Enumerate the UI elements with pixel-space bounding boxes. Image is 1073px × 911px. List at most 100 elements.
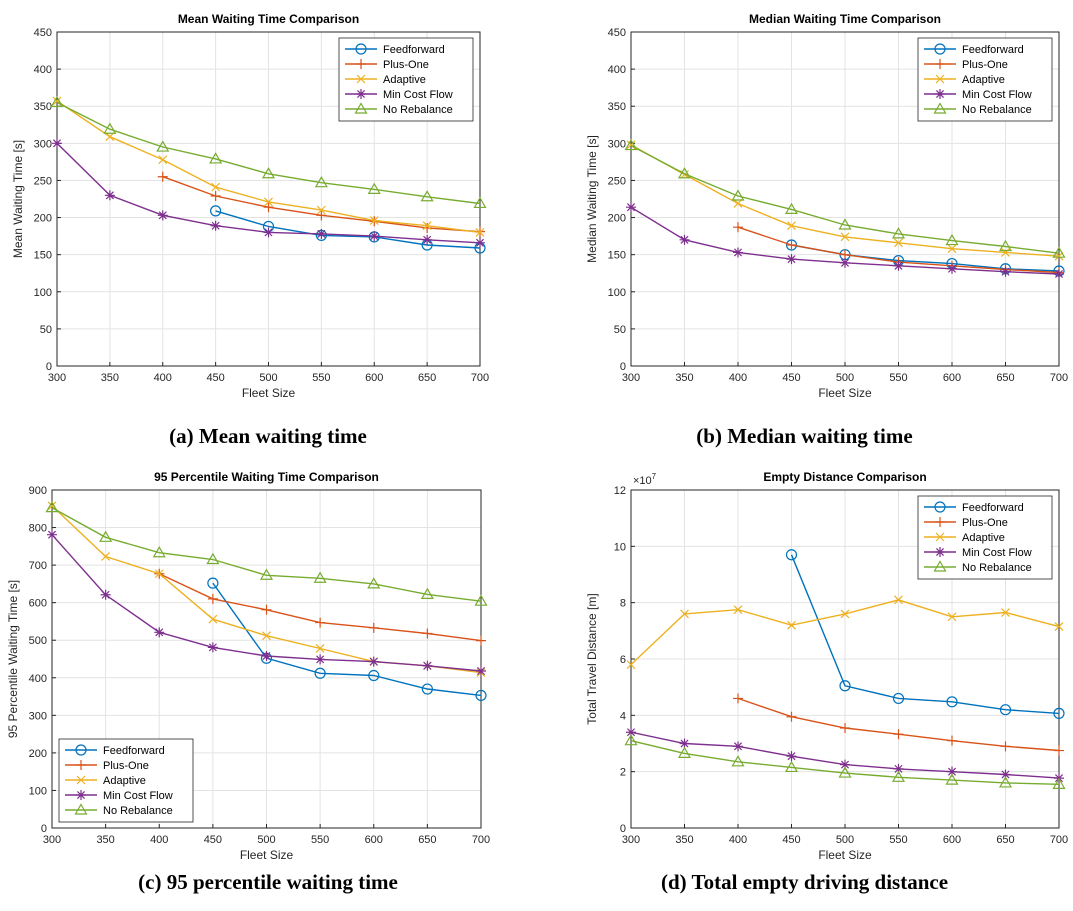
point-no-rebalance-650 [998,776,1013,788]
legend-marker [356,74,366,84]
x-tick-label: 450 [782,834,800,846]
point-min-cost-flow-400 [733,247,743,258]
y-tick-label: 8 [620,598,626,610]
legend-marker [355,43,367,55]
point-plus-one-700 [1054,745,1064,756]
legend-label: Feedforward [383,44,445,56]
y-tick-label: 600 [29,598,47,610]
legend: Feedforward Plus-One Adaptive Min Cost Flow… [338,37,474,122]
series-no-rebalance [50,95,487,209]
y-tick-label: 900 [29,485,47,497]
point-feedforward-600 [368,669,380,682]
x-tick-label: 650 [996,372,1014,384]
legend-label: Adaptive [962,74,1005,86]
point-no-rebalance-350 [677,167,692,179]
point-no-rebalance-700 [1052,777,1066,789]
chart-title: 95 Percentile Waiting Time Comparison [154,470,379,484]
x-tick-label: 350 [675,834,693,846]
x-tick-label: 600 [365,372,383,384]
legend-marker [933,560,947,572]
y-tick-label: 800 [29,523,47,535]
point-feedforward-650 [999,704,1012,716]
point-no-rebalance-600 [945,233,959,246]
point-no-rebalance-300 [624,138,638,151]
legend-marker [75,744,87,756]
point-min-cost-flow-700 [1054,268,1064,279]
x-tick-label: 550 [312,372,330,384]
point-adaptive-700 [475,227,485,237]
x-tick-label: 300 [43,834,61,846]
y-tick-label: 400 [608,64,626,76]
series-line-no-rebalance [630,144,1060,254]
point-min-cost-flow-700 [475,237,485,248]
chart-b: 300 350 400 450 500 550 600 650 700 0 50 100 150 200 2… [585,12,1068,400]
y-tick-label: 0 [41,823,47,835]
legend-marker [935,89,945,99]
point-plus-one-500 [263,202,274,213]
x-tick-label: 450 [782,372,800,384]
legend-item-no-rebalance: No Rebalance [345,102,453,116]
x-tick-label: 600 [365,834,383,846]
x-tick-label: 650 [996,834,1014,846]
x-tick-label: 700 [1050,834,1068,846]
legend-item-plus-one: Plus-One [924,517,1008,529]
point-feedforward-700 [1053,707,1065,719]
legend-label: Adaptive [103,775,146,787]
chart-title: Median Waiting Time Comparison [749,12,941,26]
legend-item-no-rebalance: No Rebalance [924,560,1032,574]
point-feedforward-650 [421,683,433,695]
point-plus-one-650 [422,222,433,233]
point-min-cost-flow-450 [786,254,797,265]
point-plus-one-450 [210,191,221,202]
point-adaptive-500 [840,232,850,242]
chart-title: Empty Distance Comparison [763,470,926,484]
legend-label: No Rebalance [962,562,1032,574]
legend-marker [356,89,366,99]
x-tick-label: 400 [729,834,747,846]
point-adaptive-400 [733,199,743,208]
point-no-rebalance-550 [891,770,906,782]
y-tick-label: 700 [29,560,47,572]
point-min-cost-flow-650 [1000,266,1011,277]
series-line-feedforward [215,210,481,249]
point-adaptive-450 [208,614,218,624]
point-adaptive-500 [264,197,273,207]
legend: Feedforward Plus-One Adaptive Min Cost Flow… [917,495,1053,580]
x-tick-label: 700 [471,372,489,384]
legend-item-adaptive: Adaptive [924,532,1005,544]
x-tick-label: 500 [259,372,277,384]
point-adaptive-600 [947,612,957,622]
series-min-cost-flow [47,529,486,677]
series-line-no-rebalance [51,507,482,602]
point-min-cost-flow-350 [679,234,690,245]
y-tick-label: 200 [34,213,52,225]
legend-label: No Rebalance [383,104,453,116]
legend-label: Plus-One [962,517,1008,529]
legend-marker [935,517,945,527]
point-adaptive-400 [158,155,168,165]
legend-label: Feedforward [962,502,1024,514]
x-axis-label: Fleet Size [242,386,296,400]
series-line-no-rebalance [56,101,481,205]
point-no-rebalance-400 [731,755,745,767]
x-tick-label: 500 [836,834,854,846]
y-axis-label: 95 Percentile Waiting Time [s] [6,580,20,738]
legend-marker [76,760,86,770]
point-plus-one-450 [207,593,218,604]
x-tick-label: 550 [311,834,329,846]
point-min-cost-flow-300 [52,138,62,149]
point-min-cost-flow-650 [1000,769,1011,780]
y-tick-label: 12 [614,485,626,497]
point-no-rebalance-600 [945,773,959,785]
x-tick-label: 450 [206,372,224,384]
point-plus-one-600 [947,735,957,746]
y-tick-label: 150 [608,250,626,262]
y-tick-label: 350 [34,101,52,113]
point-no-rebalance-550 [313,571,327,583]
caption-d: (d) Total empty driving distance [660,870,949,894]
point-min-cost-flow-650 [422,234,433,245]
y-tick-label: 400 [29,673,47,685]
point-no-rebalance-350 [677,746,692,758]
point-no-rebalance-650 [420,190,434,202]
point-min-cost-flow-550 [316,228,327,239]
